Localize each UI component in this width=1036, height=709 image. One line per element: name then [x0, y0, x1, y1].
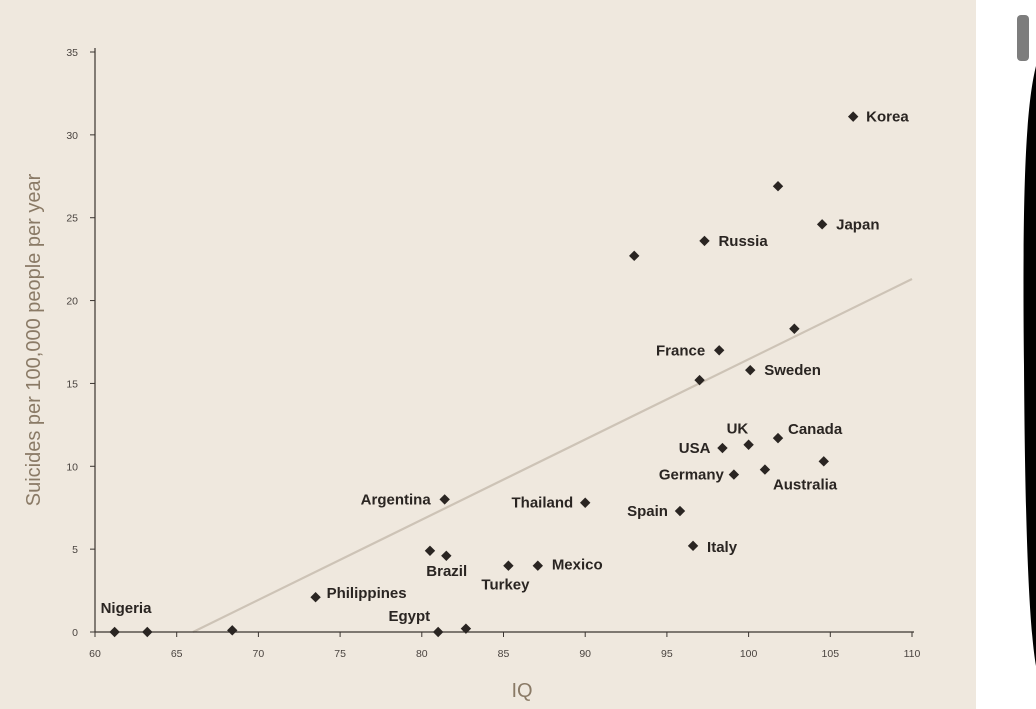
x-tick-label: 100	[740, 648, 758, 660]
point-canada	[772, 432, 784, 444]
point-label-france: France	[656, 342, 705, 359]
x-tick-label: 60	[89, 648, 101, 660]
point-label-mexico: Mexico	[552, 557, 603, 574]
point-turkey	[503, 560, 514, 571]
x-tick-label: 80	[416, 648, 428, 660]
point-label-sweden: Sweden	[764, 362, 821, 379]
point-egypt	[432, 626, 444, 638]
point-label-egypt: Egypt	[388, 608, 430, 625]
black-shape-edge	[1023, 66, 1036, 666]
x-tick-label: 110	[904, 648, 921, 660]
point-label-canada: Canada	[788, 421, 843, 438]
trend-line	[192, 278, 913, 633]
data-point	[772, 181, 784, 192]
x-tick-label: 65	[171, 648, 183, 660]
y-tick-label: 0	[72, 627, 78, 639]
y-axis-title: Suicides per 100,000 people per year	[23, 173, 45, 506]
y-tick-label: 5	[72, 544, 78, 556]
point-label-philippines: Philippines	[327, 585, 407, 602]
point-mexico	[532, 560, 544, 571]
point-label-thailand: Thailand	[512, 495, 574, 512]
x-tick-label: 75	[334, 648, 346, 660]
point-france	[713, 345, 725, 356]
point-label-germany: Germany	[659, 467, 725, 484]
y-tick-label: 25	[66, 213, 78, 225]
point-label-korea: Korea	[866, 109, 909, 126]
data-point	[818, 456, 829, 467]
data-point	[789, 323, 800, 334]
point-australia	[759, 464, 771, 475]
point-label-uk: UK	[727, 421, 749, 438]
point-russia	[699, 235, 710, 247]
data-point	[142, 626, 153, 638]
y-tick-label: 20	[66, 296, 78, 308]
point-thailand	[580, 497, 591, 508]
data-point	[629, 250, 640, 262]
point-label-japan: Japan	[836, 216, 879, 233]
point-label-turkey: Turkey	[481, 577, 530, 594]
point-argentina	[439, 494, 450, 505]
point-label-argentina: Argentina	[361, 491, 432, 508]
x-tick-label: 70	[253, 648, 265, 660]
data-point	[460, 623, 472, 634]
point-nigeria	[109, 626, 120, 638]
point-sweden	[745, 364, 756, 376]
point-japan	[816, 219, 828, 230]
y-tick-label: 30	[66, 130, 78, 142]
x-tick-label: 95	[661, 648, 673, 660]
point-label-spain: Spain	[627, 503, 668, 520]
x-tick-label: 85	[498, 648, 510, 660]
point-uk	[743, 439, 754, 450]
y-tick-label: 35	[66, 47, 78, 59]
y-tick-label: 15	[66, 378, 78, 390]
point-label-brazil: Brazil	[426, 563, 467, 580]
point-philippines	[310, 592, 321, 603]
x-tick-label: 90	[579, 648, 591, 660]
chart-panel: 60 65 70 75 80 85 90 95 100 105 110 0 5 10 15 20 25 30 35 …	[0, 0, 976, 709]
point-label-usa: USA	[679, 440, 711, 457]
point-brazil	[441, 550, 452, 561]
data-point	[424, 545, 436, 556]
data-point	[227, 625, 238, 636]
point-label-australia: Australia	[773, 477, 838, 494]
data-point	[694, 374, 705, 386]
x-axis-title: IQ	[511, 680, 532, 702]
point-italy	[687, 540, 699, 552]
scatter-chart: 60 65 70 75 80 85 90 95 100 105 11005101520253035 …	[23, 47, 921, 702]
point-korea	[847, 111, 859, 122]
y-tick-label: 10	[66, 461, 78, 473]
point-label-russia: Russia	[718, 233, 768, 250]
point-usa	[717, 442, 728, 454]
x-tick-label: 105	[822, 648, 840, 660]
point-germany	[728, 469, 740, 480]
point-label-nigeria: Nigeria	[101, 600, 153, 617]
point-spain	[674, 505, 686, 517]
point-label-italy: Italy	[707, 539, 738, 556]
scrollbar-thumb[interactable]	[1017, 15, 1029, 61]
